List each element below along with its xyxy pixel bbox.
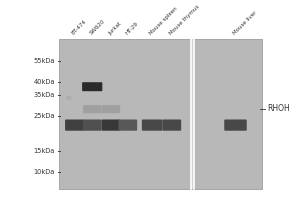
FancyBboxPatch shape xyxy=(102,119,120,131)
FancyBboxPatch shape xyxy=(102,105,120,113)
FancyBboxPatch shape xyxy=(65,119,84,131)
Text: Jurkat: Jurkat xyxy=(107,21,122,36)
Text: 25kDa: 25kDa xyxy=(33,113,55,119)
FancyBboxPatch shape xyxy=(224,119,247,131)
FancyBboxPatch shape xyxy=(118,119,137,131)
FancyBboxPatch shape xyxy=(82,82,102,91)
Text: HT-29: HT-29 xyxy=(124,21,139,36)
Ellipse shape xyxy=(66,96,72,100)
Text: RHOH: RHOH xyxy=(267,104,290,113)
FancyBboxPatch shape xyxy=(83,105,101,113)
Text: 40kDa: 40kDa xyxy=(33,79,55,85)
FancyBboxPatch shape xyxy=(163,119,181,131)
Text: Mouse spleen: Mouse spleen xyxy=(148,6,179,36)
Text: BT-474: BT-474 xyxy=(71,19,88,36)
Text: 10kDa: 10kDa xyxy=(33,169,55,175)
Text: 15kDa: 15kDa xyxy=(33,148,55,154)
FancyBboxPatch shape xyxy=(83,119,102,131)
FancyBboxPatch shape xyxy=(142,119,163,131)
Text: Mouse thymus: Mouse thymus xyxy=(168,4,200,36)
Text: 55kDa: 55kDa xyxy=(33,58,55,64)
Text: Mouse liver: Mouse liver xyxy=(232,10,258,36)
Text: SW620: SW620 xyxy=(89,19,106,36)
Text: 35kDa: 35kDa xyxy=(33,92,55,98)
Bar xyxy=(58,39,262,189)
Bar xyxy=(190,39,194,189)
